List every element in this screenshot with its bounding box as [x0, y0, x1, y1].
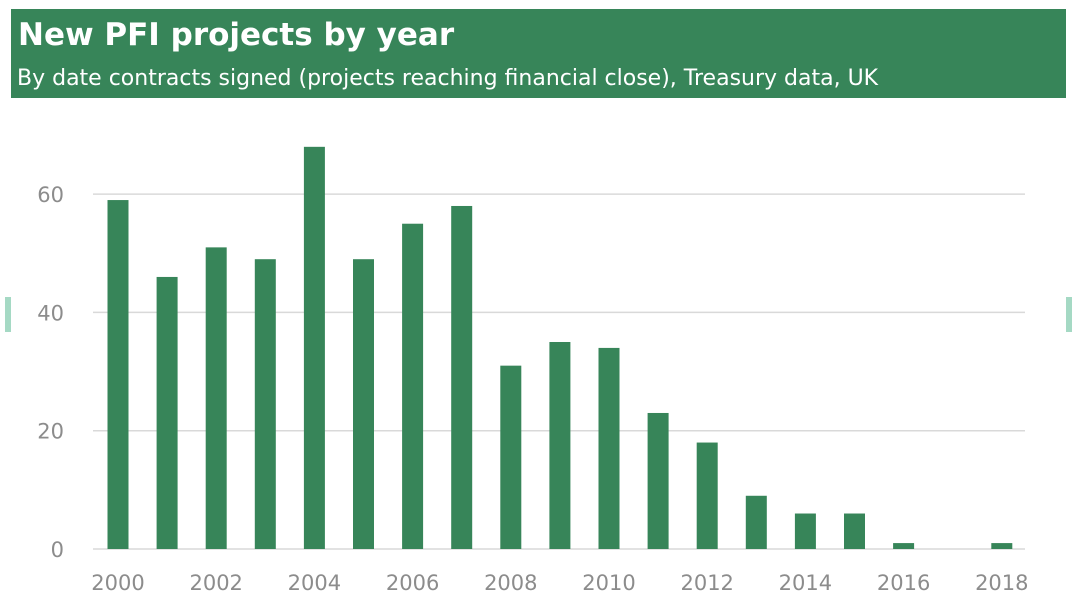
x-tick-label-2008: 2008 — [484, 571, 537, 595]
bar-2018 — [991, 543, 1013, 549]
y-tick-label-20: 20 — [37, 420, 64, 444]
bar-2003 — [254, 259, 276, 549]
chart-header: New PFI projects by year By date contrac… — [11, 9, 1066, 98]
x-tick-label-2004: 2004 — [288, 571, 341, 595]
right-edge-marker — [1066, 297, 1072, 332]
bar-2005 — [353, 259, 374, 549]
y-tick-label-60: 60 — [37, 183, 64, 207]
bar-2004 — [303, 146, 325, 550]
x-tick-label-2016: 2016 — [877, 571, 930, 595]
x-tick-label-2000: 2000 — [91, 571, 144, 595]
bar-2006 — [402, 223, 424, 549]
x-tick-label-2006: 2006 — [386, 571, 439, 595]
bar-2016 — [893, 543, 915, 549]
bars — [107, 146, 1013, 550]
x-tick-label-2014: 2014 — [779, 571, 832, 595]
bar-2008 — [500, 365, 522, 549]
bar-2011 — [647, 412, 669, 549]
x-tick-label-2010: 2010 — [582, 571, 635, 595]
x-tick-label-2012: 2012 — [680, 571, 733, 595]
bar-2001 — [156, 276, 178, 549]
y-tick-label-0: 0 — [51, 538, 64, 562]
bar-2012 — [696, 442, 718, 549]
bar-2009 — [549, 342, 571, 549]
bar-2014 — [794, 513, 816, 549]
bar-2015 — [844, 513, 865, 549]
x-tick-label-2002: 2002 — [189, 571, 242, 595]
y-tick-label-40: 40 — [37, 301, 64, 325]
bar-2002 — [205, 247, 227, 549]
bar-2013 — [745, 495, 767, 549]
left-edge-marker — [5, 297, 11, 332]
y-axis-labels: 0 20 40 60 — [37, 183, 64, 562]
bar-2007 — [451, 205, 473, 549]
x-tick-label-2018: 2018 — [975, 571, 1028, 595]
x-axis-labels: 2000 2002 2004 2006 2008 2010 2012 2014 2016 2018 — [91, 571, 1028, 595]
bar-2010 — [598, 347, 620, 549]
bar-2000 — [107, 200, 129, 550]
chart-title: New PFI projects by year — [18, 17, 455, 53]
chart-subtitle: By date contracts signed (projects reach… — [17, 66, 879, 91]
